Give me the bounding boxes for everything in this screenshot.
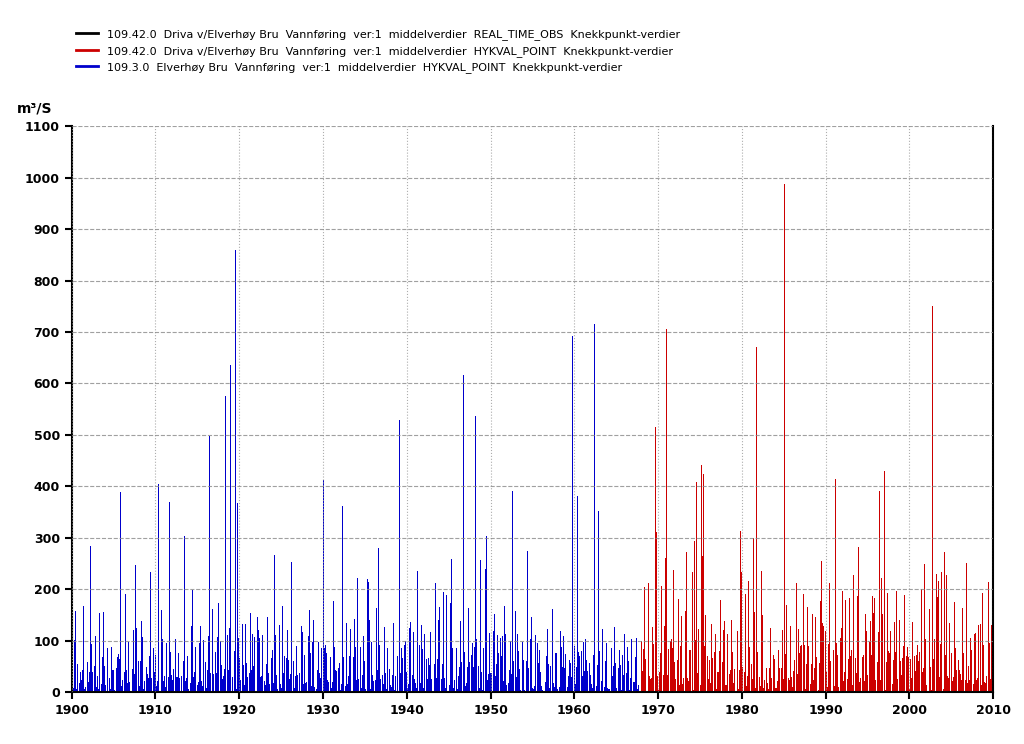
Y-axis label: m³/S: m³/S <box>17 101 52 115</box>
Legend: 109.42.0  Driva v/Elverhøy Bru  Vannføring  ver:1  middelverdier  REAL_TIME_OBS : 109.42.0 Driva v/Elverhøy Bru Vannføring… <box>72 25 685 77</box>
